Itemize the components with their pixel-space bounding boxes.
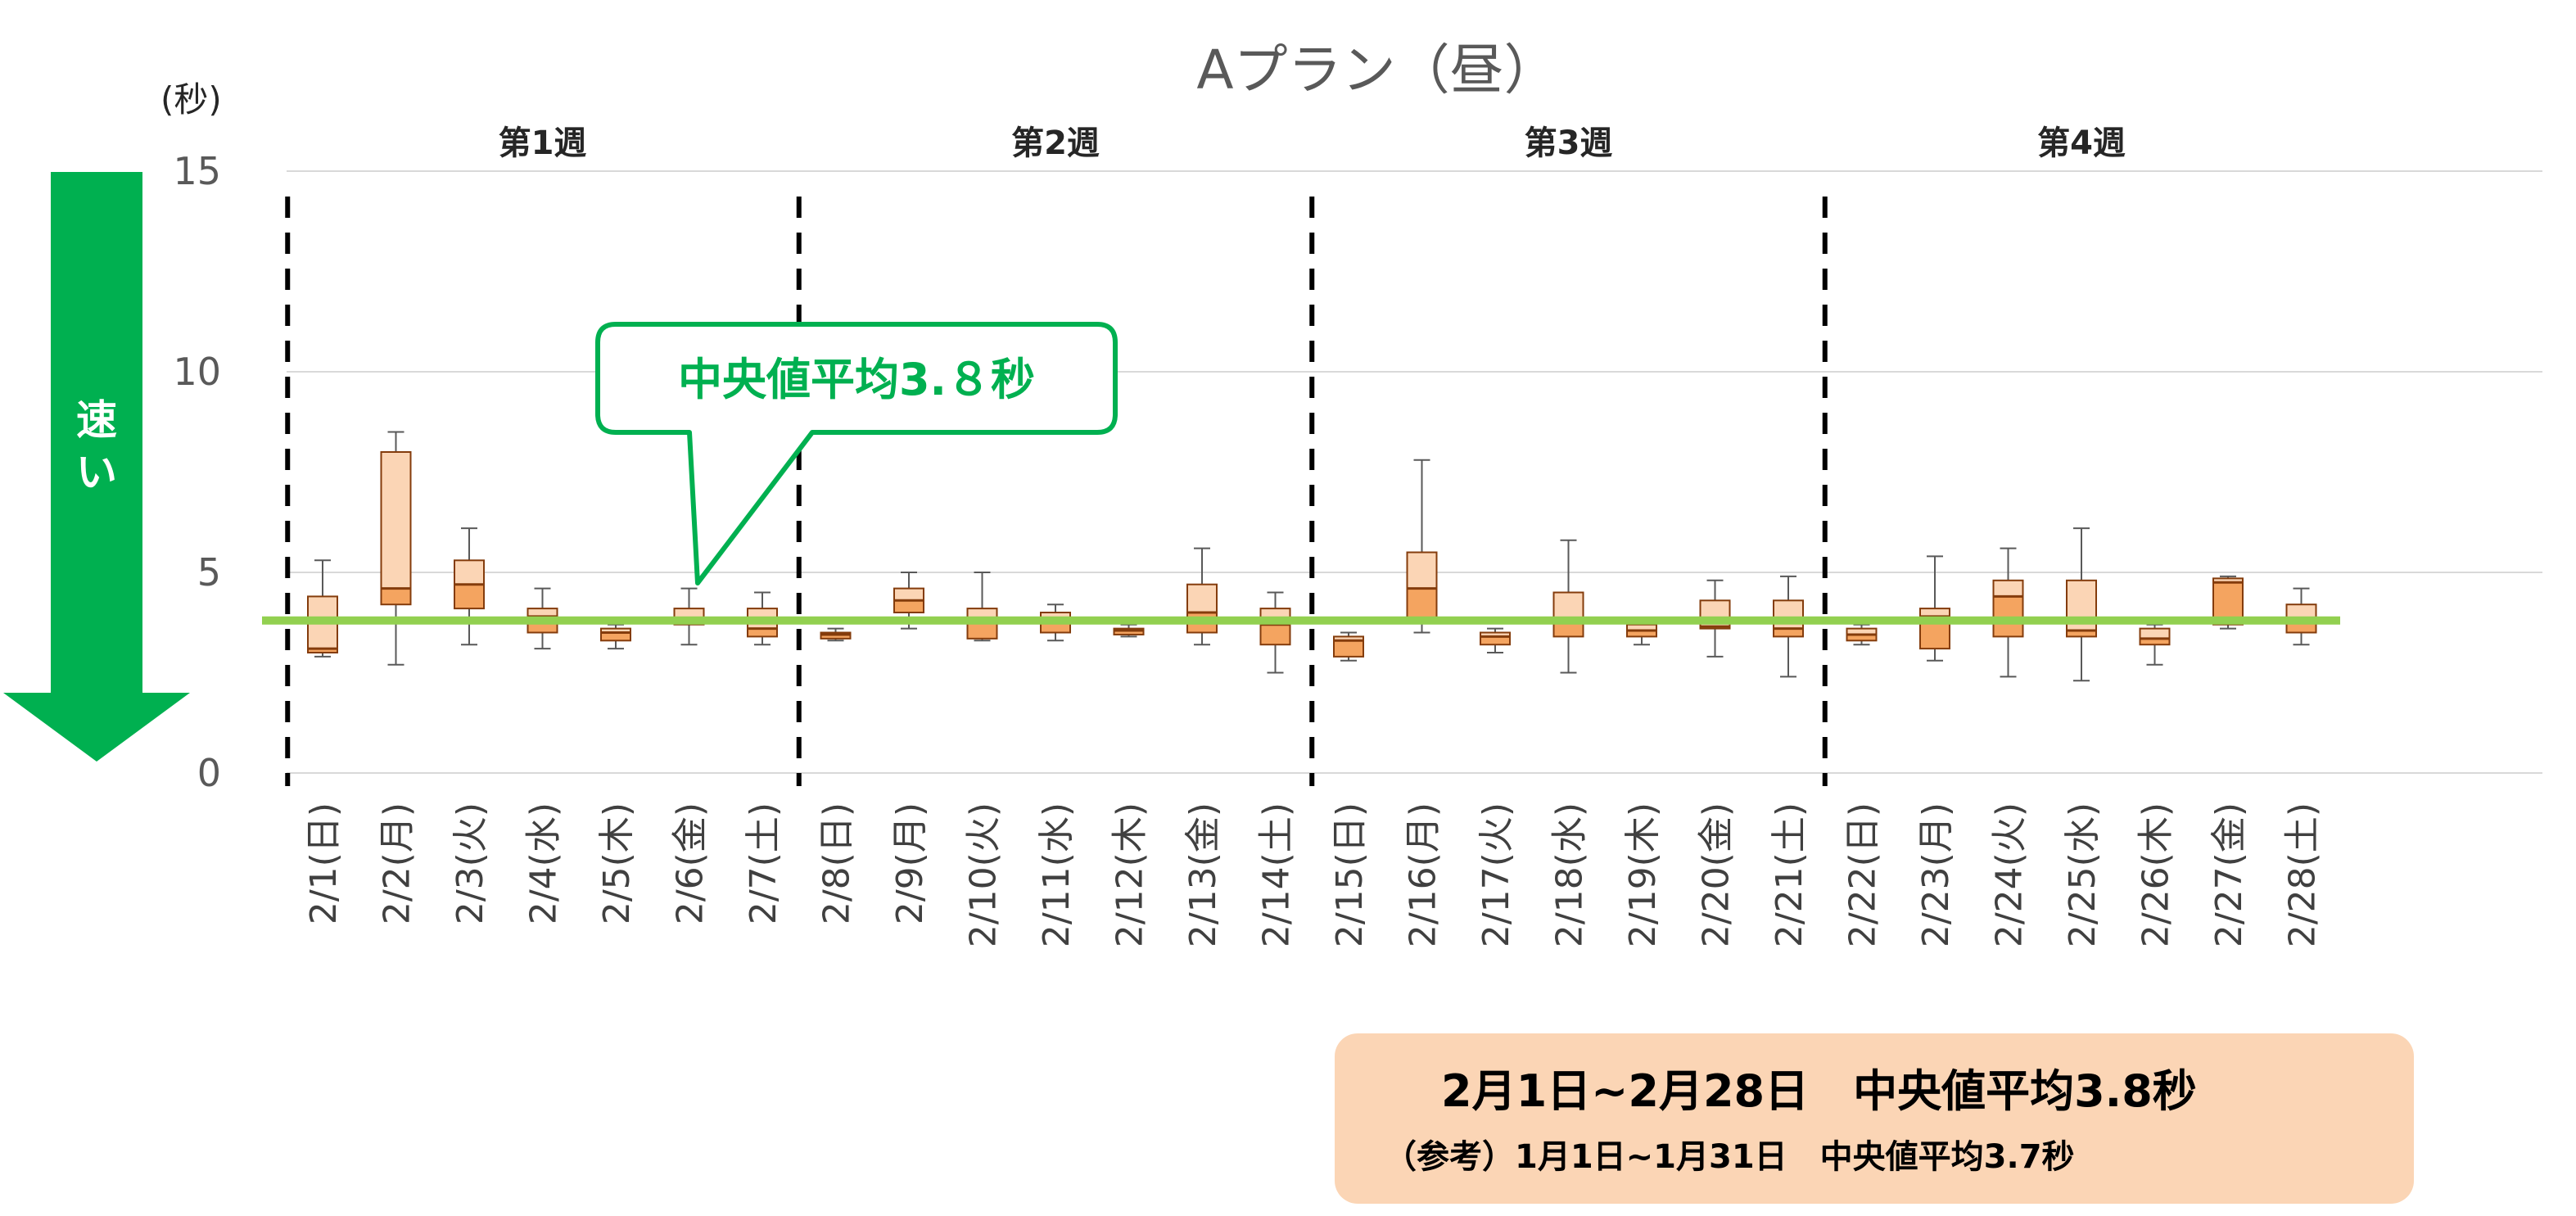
- box-plot: [1406, 459, 1438, 634]
- grid: [287, 170, 2542, 774]
- x-tick-label: 2/25(水): [2062, 802, 2104, 947]
- x-tick-label: 2/19(木): [1622, 802, 1664, 947]
- y-tick-label: 10: [173, 350, 221, 394]
- x-tick-label: 2/2(月): [377, 802, 418, 924]
- box-upper: [1552, 591, 1584, 622]
- box-upper: [1186, 583, 1218, 614]
- x-tick-label: 2/7(土): [743, 802, 784, 924]
- box-plot: [1552, 539, 1584, 674]
- x-axis-ticks: 2/1(日) 2/2(月) 2/3(火) 2/4(水) 2/5(木) 2/6(金) 2/7(…: [303, 802, 2324, 947]
- x-tick-label: 2/21(土): [1769, 802, 1810, 947]
- x-tick-label: 2/9(月): [889, 802, 931, 924]
- x-tick-label: 2/6(金): [670, 802, 712, 924]
- x-tick-label: 2/24(火): [1989, 802, 2031, 947]
- x-tick-label: 2/28(土): [2282, 802, 2324, 947]
- x-tick-label: 2/18(水): [1549, 802, 1591, 947]
- box-plot: [2139, 623, 2171, 666]
- box-plot: [1846, 623, 1878, 646]
- x-tick-label: 2/11(水): [1036, 802, 1078, 947]
- x-tick-label: 2/1(日): [303, 802, 345, 924]
- box-plot: [893, 572, 924, 630]
- box-plot: [1113, 623, 1145, 638]
- y-axis-ticks: 0 5 10 15: [173, 149, 221, 795]
- y-tick-label: 0: [197, 751, 221, 795]
- x-tick-label: 2/26(木): [2135, 802, 2177, 947]
- box-plot: [2066, 527, 2097, 682]
- week-label: 第4週: [2037, 124, 2126, 162]
- box-upper: [1406, 551, 1438, 590]
- average-callout: 中央値平均3.８秒: [595, 322, 1118, 585]
- box-plot: [1333, 631, 1364, 662]
- x-tick-label: 2/16(月): [1403, 802, 1444, 947]
- x-tick-label: 2/20(金): [1696, 802, 1738, 947]
- speed-arrow-label: 速い: [76, 396, 117, 496]
- callout-bubble: [595, 322, 1118, 585]
- week-label: 第3週: [1525, 124, 1613, 162]
- box-plot: [454, 527, 485, 646]
- box-lower: [1406, 587, 1438, 622]
- box-upper: [454, 559, 485, 585]
- x-tick-label: 2/5(木): [596, 802, 638, 924]
- box-plot: [820, 627, 852, 642]
- summary-box: 2月1日~2月28日 中央値平均3.8秒 （参考）1月1日~1月31日 中央値平…: [1335, 1033, 2414, 1204]
- box-plot: [307, 559, 338, 658]
- box-plot: [600, 623, 631, 650]
- box-lower: [454, 583, 485, 610]
- x-tick-label: 2/3(火): [450, 802, 491, 924]
- box-plot: [1186, 547, 1218, 646]
- x-tick-label: 2/12(木): [1109, 802, 1151, 947]
- summary-main-text: 2月1日~2月28日 中央値平均3.8秒: [1441, 1065, 2197, 1117]
- x-tick-label: 2/27(金): [2208, 802, 2250, 947]
- box-upper: [893, 587, 924, 602]
- week-dividers: 第1週 第2週 第3週 第4週: [285, 124, 2126, 786]
- x-tick-label: 2/17(火): [1476, 802, 1517, 947]
- down-arrow-icon: [3, 172, 190, 762]
- y-tick-label: 5: [197, 550, 221, 594]
- box-lower: [1333, 640, 1364, 658]
- box-plot: [966, 572, 998, 642]
- x-tick-label: 2/22(日): [1842, 802, 1884, 947]
- callout-text: 中央値平均3.８秒: [678, 354, 1035, 405]
- y-axis-unit: (秒): [160, 79, 222, 120]
- week-label: 第2週: [1011, 124, 1100, 162]
- chart-title: Aプラン（昼）: [1196, 38, 1557, 102]
- x-tick-label: 2/23(月): [1915, 802, 1957, 947]
- summary-reference-text: （参考）1月1日~1月31日 中央値平均3.7秒: [1384, 1138, 2075, 1176]
- box-lower: [893, 599, 924, 613]
- x-tick-label: 2/4(水): [523, 802, 565, 924]
- box-plot: [1480, 627, 1511, 653]
- box-plot: [1259, 591, 1291, 674]
- box-upper: [1992, 579, 2024, 598]
- box-lower: [380, 587, 412, 606]
- box-plot: [1992, 547, 2024, 678]
- box-plot: [380, 431, 412, 666]
- x-tick-label: 2/13(金): [1182, 802, 1224, 947]
- box-upper: [2139, 627, 2171, 640]
- y-tick-label: 15: [173, 149, 221, 193]
- x-tick-label: 2/10(火): [963, 802, 1005, 947]
- x-tick-label: 2/15(日): [1329, 802, 1371, 947]
- box-upper: [380, 451, 412, 590]
- speed-arrow: 速い: [3, 172, 190, 762]
- box-lower: [966, 622, 998, 640]
- week-label: 第1週: [499, 124, 587, 162]
- x-tick-label: 2/8(日): [816, 802, 858, 924]
- box-plot: [1773, 575, 1804, 678]
- x-tick-label: 2/14(土): [1256, 802, 1298, 947]
- box-lower: [1259, 623, 1291, 646]
